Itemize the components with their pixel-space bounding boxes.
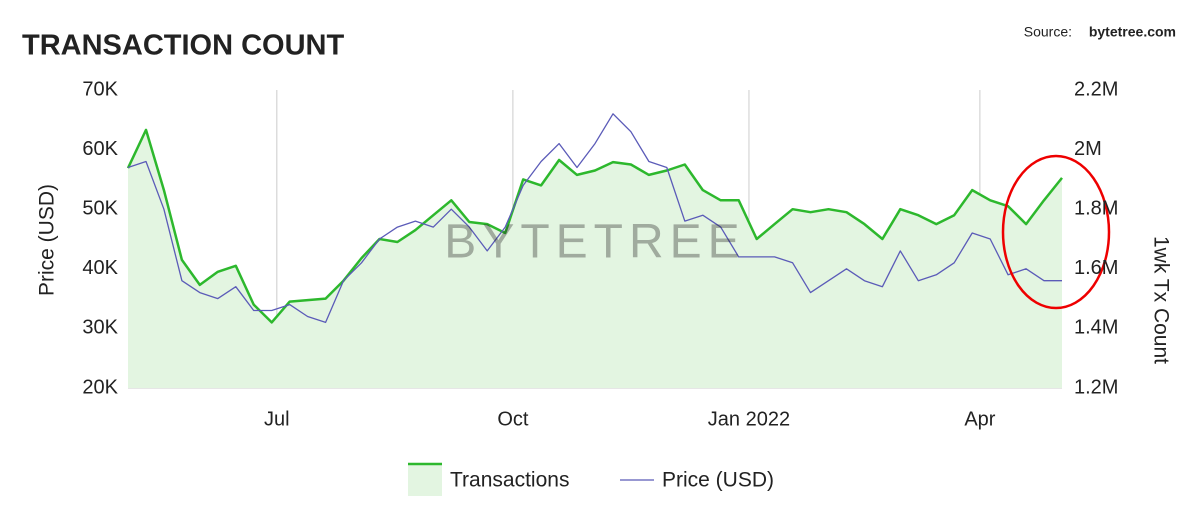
y2-tick-label: 2M xyxy=(1074,138,1102,160)
source-label: Source: xyxy=(1024,24,1072,40)
y-tick-label: 20K xyxy=(82,376,118,398)
y-tick-label: 60K xyxy=(82,138,118,160)
y2-tick-label: 1.4M xyxy=(1074,317,1118,339)
annotation-circle xyxy=(1001,154,1111,310)
y2-tick-label: 1.2M xyxy=(1074,376,1118,398)
y2-tick-label: 2.2M xyxy=(1074,78,1118,100)
y-tick-label: 70K xyxy=(82,78,118,100)
area xyxy=(128,129,1062,388)
line xyxy=(127,113,1062,324)
x-tick-label: Apr xyxy=(964,408,995,430)
y-tick-label: 30K xyxy=(82,317,118,339)
plot-area xyxy=(126,90,1063,389)
y-axis-label: Price (USD) xyxy=(36,184,59,296)
x-tick-label: Jul xyxy=(264,408,290,430)
y-tick-label: 40K xyxy=(82,257,118,279)
x-tick-label: Oct xyxy=(497,408,529,430)
y2-axis-label: 1wk Tx Count xyxy=(1149,236,1172,364)
legend-swatch xyxy=(408,464,442,496)
source: bytetree.com xyxy=(1089,24,1176,40)
x-tick-label: Jan 2022 xyxy=(708,408,790,430)
legend-label: Transactions xyxy=(450,469,569,492)
y-tick-label: 50K xyxy=(82,197,118,219)
line xyxy=(126,128,1063,324)
y2-tick-label: 1.8M xyxy=(1074,197,1118,219)
y2-tick-label: 1.6M xyxy=(1074,257,1118,279)
watermark: BYTETREE xyxy=(444,216,745,269)
legend-label: Price (USD) xyxy=(662,469,774,492)
chart-title: TRANSACTION COUNT xyxy=(22,30,344,62)
